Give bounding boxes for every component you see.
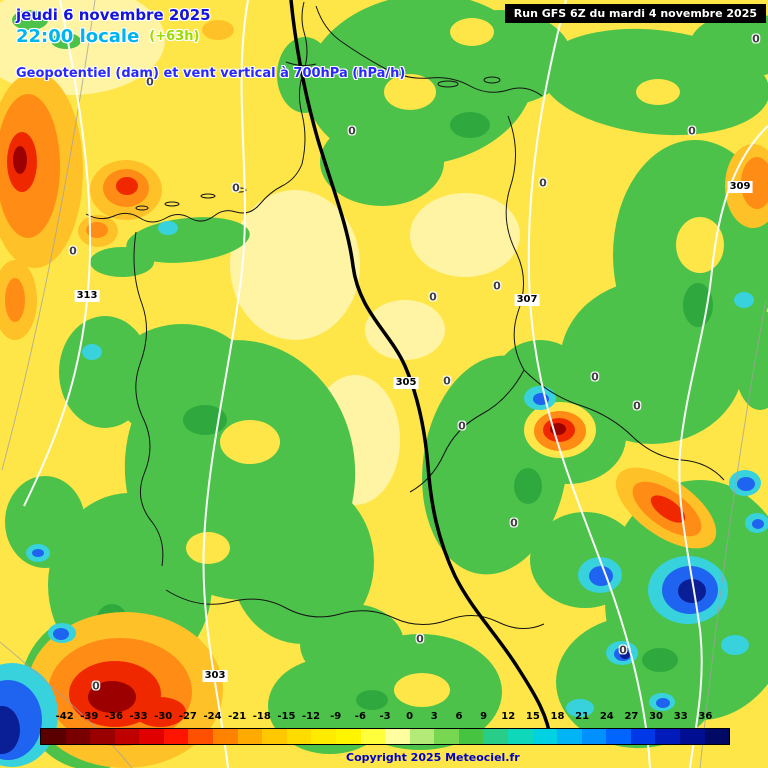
colorbar-segment <box>581 729 607 744</box>
navy-cores <box>0 579 706 754</box>
colorbar-segment <box>458 729 484 744</box>
colorbar-tick-label: -12 <box>302 711 321 722</box>
colorbar-segment <box>704 729 730 744</box>
colorbar-segment <box>507 729 533 744</box>
colorbar-tick-label: -24 <box>203 711 222 722</box>
colorbar-tick-label: 15 <box>525 711 540 722</box>
pale-yellow-areas <box>0 0 520 505</box>
colorbar-tick-label: 36 <box>698 711 713 722</box>
colorbar-segment <box>139 729 164 744</box>
colorbar-tick-label: -3 <box>379 711 391 722</box>
colorbar-segment <box>483 729 508 744</box>
forecast-offset: (+63h) <box>149 29 200 44</box>
colorbar-tick-label: -18 <box>252 711 271 722</box>
colorbar-tick-label: -42 <box>55 711 74 722</box>
colorbar-segment <box>335 729 361 744</box>
colorbar-segment <box>557 729 582 744</box>
colorbar-segment <box>163 729 189 744</box>
colorbar-tick-label: 0 <box>406 711 414 722</box>
colorbar-tick-label: -21 <box>228 711 247 722</box>
colorbar-tick-label: 21 <box>575 711 590 722</box>
map-title: Geopotentiel (dam) et vent vertical à 70… <box>16 66 406 81</box>
colorbar-segment <box>286 729 312 744</box>
colorbar-tick-label: 24 <box>599 711 614 722</box>
colorbar-segments <box>40 728 730 745</box>
copyright-text: Copyright 2025 Meteociel.fr <box>346 751 520 764</box>
colorbar-segment <box>41 729 66 744</box>
colorbar-segment <box>311 729 336 744</box>
colorbar-segment <box>532 729 558 744</box>
colorbar-tick-label: 6 <box>455 711 463 722</box>
geopotential-contours <box>23 0 768 768</box>
colorbar-segment <box>114 729 140 744</box>
colorbar-tick-label: -15 <box>277 711 296 722</box>
colorbar-tick-label: -27 <box>178 711 197 722</box>
forecast-date: jeudi 6 novembre 2025 <box>16 6 211 24</box>
colorbar-tick-label: -30 <box>154 711 173 722</box>
colorbar-segment <box>360 729 386 744</box>
colorbar-tick-label: 30 <box>649 711 664 722</box>
colorbar-tick-label: 3 <box>430 711 438 722</box>
forecast-time-row: 22:00 locale (+63h) <box>16 26 199 47</box>
colorbar-tick-label: 9 <box>480 711 488 722</box>
colorbar-tick-label: -36 <box>104 711 123 722</box>
bold-geopotential-contour <box>289 0 553 743</box>
colorbar-segment <box>65 729 91 744</box>
colorbar-segment <box>655 729 681 744</box>
green-areas <box>5 0 768 768</box>
colorbar-segment <box>237 729 263 744</box>
colorbar-tick-label: 27 <box>624 711 639 722</box>
colorbar-segment <box>606 729 631 744</box>
yellow-holes <box>186 18 724 707</box>
colorbar-tick-label: 12 <box>501 711 516 722</box>
colorbar-segment <box>188 729 214 744</box>
forecast-time: 22:00 locale <box>16 26 140 47</box>
colorbar-segment <box>90 729 115 744</box>
colorbar-segment <box>385 729 410 744</box>
colorbar-tick-label: -6 <box>354 711 366 722</box>
colorbar-segment <box>409 729 435 744</box>
colorbar-tick-label: -9 <box>330 711 342 722</box>
colorbar-segment <box>680 729 705 744</box>
run-info-box: Run GFS 6Z du mardi 4 novembre 2025 <box>504 4 766 23</box>
colorbar-tick-label: 18 <box>550 711 565 722</box>
colorbar-tick-label: 33 <box>673 711 688 722</box>
colorbar-ticks: -42 -39 -36 -33 -30 -27 -24 -21 -18 -15 -12 -9 -6 -3 0… <box>40 711 730 724</box>
mountain-wave-updraft <box>524 402 596 458</box>
colorbar-segment <box>213 729 238 744</box>
dark-red-cores <box>13 146 136 713</box>
colorbar-segment <box>434 729 459 744</box>
colorbar-tick-label: -33 <box>129 711 148 722</box>
colorbar-segment <box>630 729 656 744</box>
colorbar-tick-label: -39 <box>80 711 99 722</box>
colorbar-segment <box>262 729 287 744</box>
